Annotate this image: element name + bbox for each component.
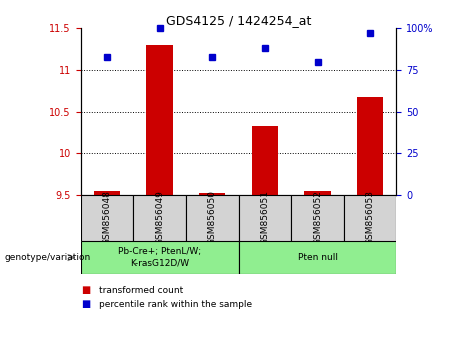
Text: percentile rank within the sample: percentile rank within the sample (99, 300, 252, 309)
Bar (147, 45, 173, 195)
Text: GSM856048: GSM856048 (102, 190, 112, 245)
Text: GSM856053: GSM856053 (366, 190, 375, 245)
Bar (252, 126, 278, 195)
Bar (186, 195, 239, 241)
Bar (81, 241, 239, 274)
Bar (291, 195, 344, 241)
Text: GSM856049: GSM856049 (155, 190, 164, 245)
Text: GSM856051: GSM856051 (260, 190, 269, 245)
Bar (94, 190, 120, 195)
Bar (357, 97, 383, 195)
Bar (81, 195, 133, 241)
Bar (239, 195, 291, 241)
Text: Pb-Cre+; PtenL/W;
K-rasG12D/W: Pb-Cre+; PtenL/W; K-rasG12D/W (118, 247, 201, 268)
Text: GSM856052: GSM856052 (313, 190, 322, 245)
Title: GDS4125 / 1424254_at: GDS4125 / 1424254_at (166, 14, 311, 27)
Text: ■: ■ (81, 285, 90, 295)
Text: ■: ■ (81, 299, 90, 309)
Bar (133, 195, 186, 241)
Bar (344, 195, 396, 241)
Bar (199, 193, 225, 195)
Text: GSM856050: GSM856050 (208, 190, 217, 245)
Bar (239, 241, 396, 274)
Bar (304, 190, 331, 195)
Text: Pten null: Pten null (297, 253, 337, 262)
Text: transformed count: transformed count (99, 286, 183, 295)
Text: genotype/variation: genotype/variation (5, 253, 91, 262)
